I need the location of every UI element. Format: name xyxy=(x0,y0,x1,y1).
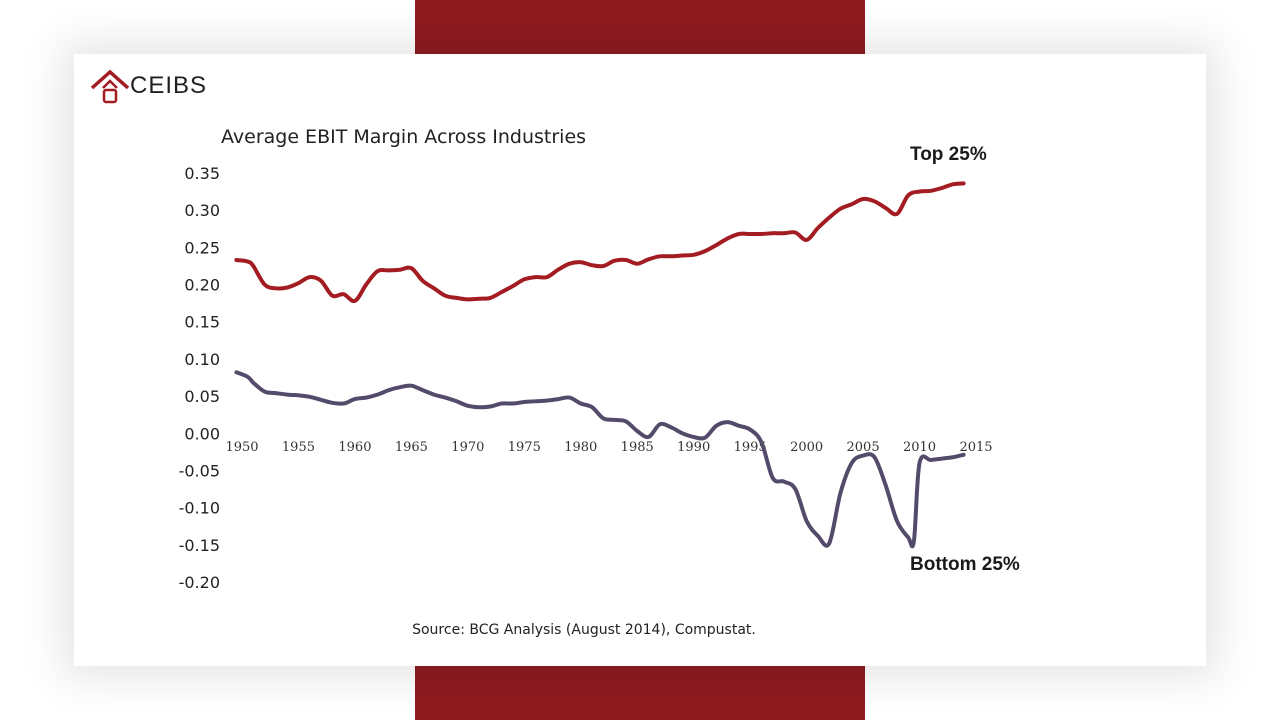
x-axis: 1950 1955 1960 1965 1970 1975 1980 1985 1990 1995… xyxy=(225,440,992,455)
y-tick-label: -0.10 xyxy=(179,499,220,518)
x-tick-label: 1975 xyxy=(508,440,541,455)
ceibs-logo-icon xyxy=(90,69,130,104)
series-label-bottom: Bottom 25% xyxy=(910,554,1020,575)
x-tick-label: 2015 xyxy=(959,440,992,455)
series-label-top: Top 25% xyxy=(910,144,987,165)
y-tick-label: -0.15 xyxy=(179,536,220,555)
y-tick-label: 0.15 xyxy=(184,313,220,332)
series-line-top-25 xyxy=(234,181,966,304)
y-tick-label: 0.10 xyxy=(184,350,220,369)
x-tick-label: 1950 xyxy=(225,440,258,455)
x-tick-label: 1970 xyxy=(451,440,484,455)
slide-card xyxy=(74,54,1206,666)
x-tick-label: 1980 xyxy=(564,440,597,455)
y-tick-label: 0.25 xyxy=(184,238,220,257)
y-axis: 0.35 0.30 0.25 0.20 0.15 0.10 0.05 0.00 -0.05 -0.… xyxy=(179,164,220,592)
y-tick-label: -0.20 xyxy=(179,573,220,592)
y-tick-label: 0.20 xyxy=(184,276,220,295)
x-tick-label: 2010 xyxy=(903,440,936,455)
x-tick-label: 1960 xyxy=(338,440,371,455)
top-accent-bar xyxy=(415,0,865,54)
y-tick-label: 0.35 xyxy=(184,164,220,183)
y-tick-label: 0.05 xyxy=(184,387,220,406)
source-note: Source: BCG Analysis (August 2014), Comp… xyxy=(412,622,756,638)
ceibs-logo: CEIBS xyxy=(90,68,230,104)
x-tick-label: 2005 xyxy=(847,440,880,455)
y-tick-label: 0.30 xyxy=(184,201,220,220)
x-tick-label: 2000 xyxy=(790,440,823,455)
x-tick-label: 1955 xyxy=(282,440,315,455)
x-tick-label: 1995 xyxy=(734,440,767,455)
x-tick-label: 1985 xyxy=(621,440,654,455)
y-tick-label: 0.00 xyxy=(184,424,220,443)
series-lines xyxy=(234,181,966,549)
logo-wordmark: CEIBS xyxy=(130,72,208,99)
y-tick-label: -0.05 xyxy=(179,461,220,480)
x-tick-label: 1965 xyxy=(395,440,428,455)
x-tick-label: 1990 xyxy=(677,440,710,455)
series-line-bottom-25 xyxy=(234,370,966,549)
bottom-accent-bar xyxy=(415,666,865,720)
chart-title: Average EBIT Margin Across Industries xyxy=(221,126,587,148)
